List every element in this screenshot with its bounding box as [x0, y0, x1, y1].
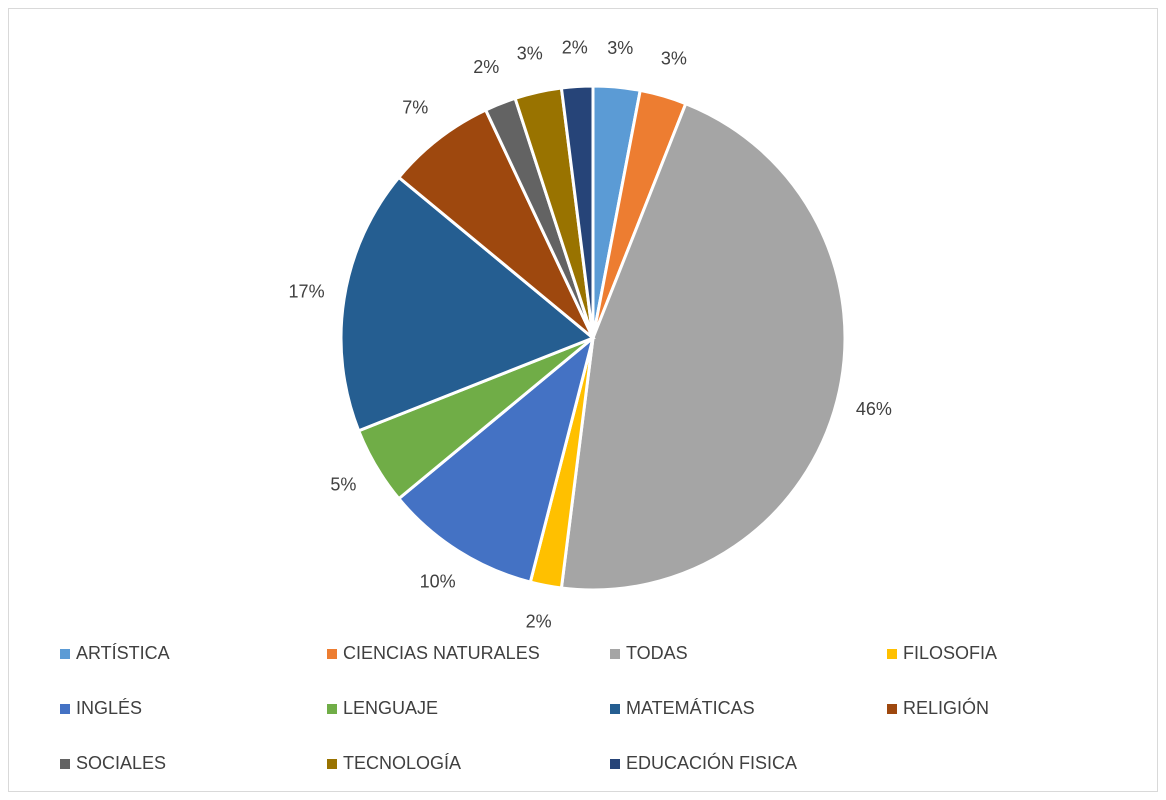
- data-label: 3%: [661, 48, 687, 68]
- data-label: 2%: [473, 57, 499, 77]
- data-label: 2%: [562, 37, 588, 57]
- pie-slice: [559, 84, 595, 339]
- pie-slice: [559, 101, 847, 592]
- legend-label: LENGUAJE: [343, 698, 438, 718]
- data-label: 46%: [856, 399, 892, 419]
- legend-label: TECNOLOGÍA: [343, 753, 461, 773]
- pie-slice: [396, 107, 595, 340]
- data-label: 17%: [289, 281, 325, 301]
- legend-swatch: [60, 704, 70, 714]
- legend-swatch: [60, 759, 70, 769]
- data-label: 10%: [420, 572, 456, 592]
- pie-slice: [339, 175, 596, 433]
- data-label: 7%: [402, 98, 428, 118]
- legend-label: INGLÉS: [76, 698, 142, 718]
- legend-label: RELIGIÓN: [903, 697, 989, 718]
- legend-swatch: [887, 649, 897, 659]
- legend-label: FILOSOFIA: [903, 643, 997, 663]
- legend-swatch: [610, 649, 620, 659]
- legend-label: EDUCACIÓN FISICA: [626, 752, 797, 773]
- data-label: 3%: [607, 38, 633, 58]
- legend-swatch: [610, 759, 620, 769]
- legend-swatch: [327, 649, 337, 659]
- data-label: 3%: [517, 44, 543, 64]
- legend-swatch: [610, 704, 620, 714]
- legend-swatch: [327, 759, 337, 769]
- pie-slice: [396, 333, 596, 584]
- legend-swatch: [887, 704, 897, 714]
- legend-swatch: [60, 649, 70, 659]
- legend-label: ARTÍSTICA: [76, 643, 170, 663]
- legend-label: MATEMÁTICAS: [626, 698, 755, 718]
- legend-swatch: [327, 704, 337, 714]
- legend-label: TODAS: [626, 643, 688, 663]
- data-label: 5%: [330, 474, 356, 494]
- legend-label: CIENCIAS NATURALES: [343, 643, 540, 663]
- data-label: 2%: [526, 612, 552, 632]
- legend-label: SOCIALES: [76, 753, 166, 773]
